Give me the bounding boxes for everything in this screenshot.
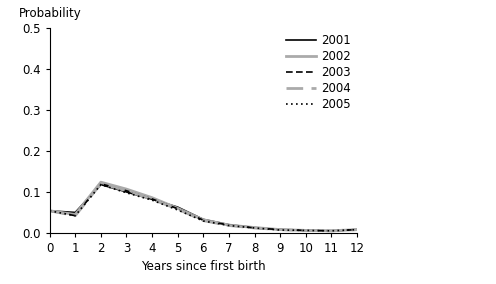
2001 <box>354 228 360 231</box>
2004 <box>149 198 155 201</box>
2002 <box>175 207 181 210</box>
2005 <box>354 228 360 231</box>
2003 <box>72 214 78 218</box>
2003 <box>354 228 360 231</box>
2002 <box>200 218 206 222</box>
2005 <box>251 226 257 230</box>
2003 <box>98 182 104 185</box>
2005 <box>175 208 181 212</box>
2003 <box>200 218 206 222</box>
2004 <box>303 229 309 232</box>
2005 <box>98 183 104 186</box>
2001 <box>175 205 181 209</box>
2002 <box>149 196 155 199</box>
2001 <box>328 229 334 233</box>
2003 <box>303 229 309 232</box>
2003 <box>47 209 53 212</box>
2004 <box>72 214 78 218</box>
2002 <box>47 209 53 212</box>
2002 <box>124 187 129 191</box>
Line: 2004: 2004 <box>50 184 357 231</box>
2002 <box>277 228 283 231</box>
2004 <box>175 207 181 211</box>
2003 <box>124 189 129 193</box>
Legend: 2001, 2002, 2003, 2004, 2005: 2001, 2002, 2003, 2004, 2005 <box>286 34 351 111</box>
2003 <box>277 228 283 231</box>
2003 <box>149 197 155 201</box>
2005 <box>226 224 232 227</box>
2004 <box>124 189 129 193</box>
2003 <box>175 207 181 210</box>
2004 <box>47 209 53 212</box>
X-axis label: Years since first birth: Years since first birth <box>141 260 266 273</box>
2002 <box>226 224 232 227</box>
Line: 2002: 2002 <box>50 182 357 231</box>
2001 <box>277 228 283 231</box>
2005 <box>47 209 53 212</box>
2001 <box>251 226 257 229</box>
2002 <box>354 228 360 231</box>
2004 <box>328 229 334 233</box>
2001 <box>149 198 155 201</box>
2005 <box>124 191 129 195</box>
2001 <box>200 218 206 221</box>
Line: 2001: 2001 <box>50 185 357 231</box>
Line: 2005: 2005 <box>50 185 357 231</box>
2001 <box>226 223 232 226</box>
2004 <box>200 219 206 222</box>
2004 <box>354 228 360 231</box>
2001 <box>124 190 129 194</box>
2004 <box>226 224 232 227</box>
2004 <box>251 226 257 230</box>
2001 <box>72 211 78 214</box>
2002 <box>251 226 257 229</box>
2001 <box>47 209 53 212</box>
Line: 2003: 2003 <box>50 184 357 231</box>
2003 <box>328 229 334 233</box>
2005 <box>328 229 334 233</box>
2005 <box>72 214 78 218</box>
2001 <box>303 229 309 232</box>
2005 <box>149 199 155 202</box>
2002 <box>98 180 104 184</box>
2003 <box>226 224 232 227</box>
2005 <box>303 229 309 232</box>
2003 <box>251 226 257 230</box>
2005 <box>277 228 283 232</box>
2005 <box>200 219 206 223</box>
2004 <box>98 182 104 185</box>
2002 <box>328 229 334 233</box>
2001 <box>98 183 104 186</box>
2002 <box>72 213 78 216</box>
Text: Probability: Probability <box>19 7 82 20</box>
2002 <box>303 229 309 232</box>
2004 <box>277 228 283 231</box>
